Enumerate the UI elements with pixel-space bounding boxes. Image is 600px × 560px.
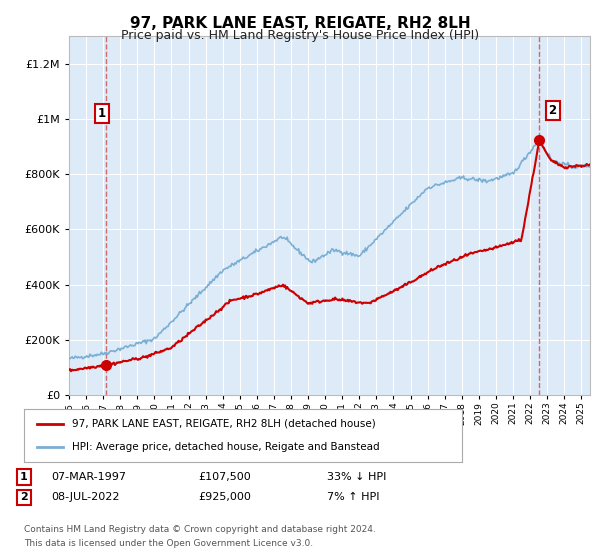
Text: 08-JUL-2022: 08-JUL-2022 [51, 492, 119, 502]
Text: 97, PARK LANE EAST, REIGATE, RH2 8LH: 97, PARK LANE EAST, REIGATE, RH2 8LH [130, 16, 470, 31]
Text: This data is licensed under the Open Government Licence v3.0.: This data is licensed under the Open Gov… [24, 539, 313, 548]
Text: Contains HM Land Registry data © Crown copyright and database right 2024.: Contains HM Land Registry data © Crown c… [24, 525, 376, 534]
Text: 1: 1 [20, 472, 28, 482]
Text: £925,000: £925,000 [198, 492, 251, 502]
Text: Price paid vs. HM Land Registry's House Price Index (HPI): Price paid vs. HM Land Registry's House … [121, 29, 479, 42]
Text: 2: 2 [548, 104, 557, 118]
Text: 1: 1 [98, 107, 106, 120]
Text: £107,500: £107,500 [198, 472, 251, 482]
Text: 7% ↑ HPI: 7% ↑ HPI [327, 492, 380, 502]
Text: 2: 2 [20, 492, 28, 502]
Text: 33% ↓ HPI: 33% ↓ HPI [327, 472, 386, 482]
Text: HPI: Average price, detached house, Reigate and Banstead: HPI: Average price, detached house, Reig… [72, 442, 380, 452]
Text: 07-MAR-1997: 07-MAR-1997 [51, 472, 126, 482]
Text: 97, PARK LANE EAST, REIGATE, RH2 8LH (detached house): 97, PARK LANE EAST, REIGATE, RH2 8LH (de… [72, 419, 376, 429]
